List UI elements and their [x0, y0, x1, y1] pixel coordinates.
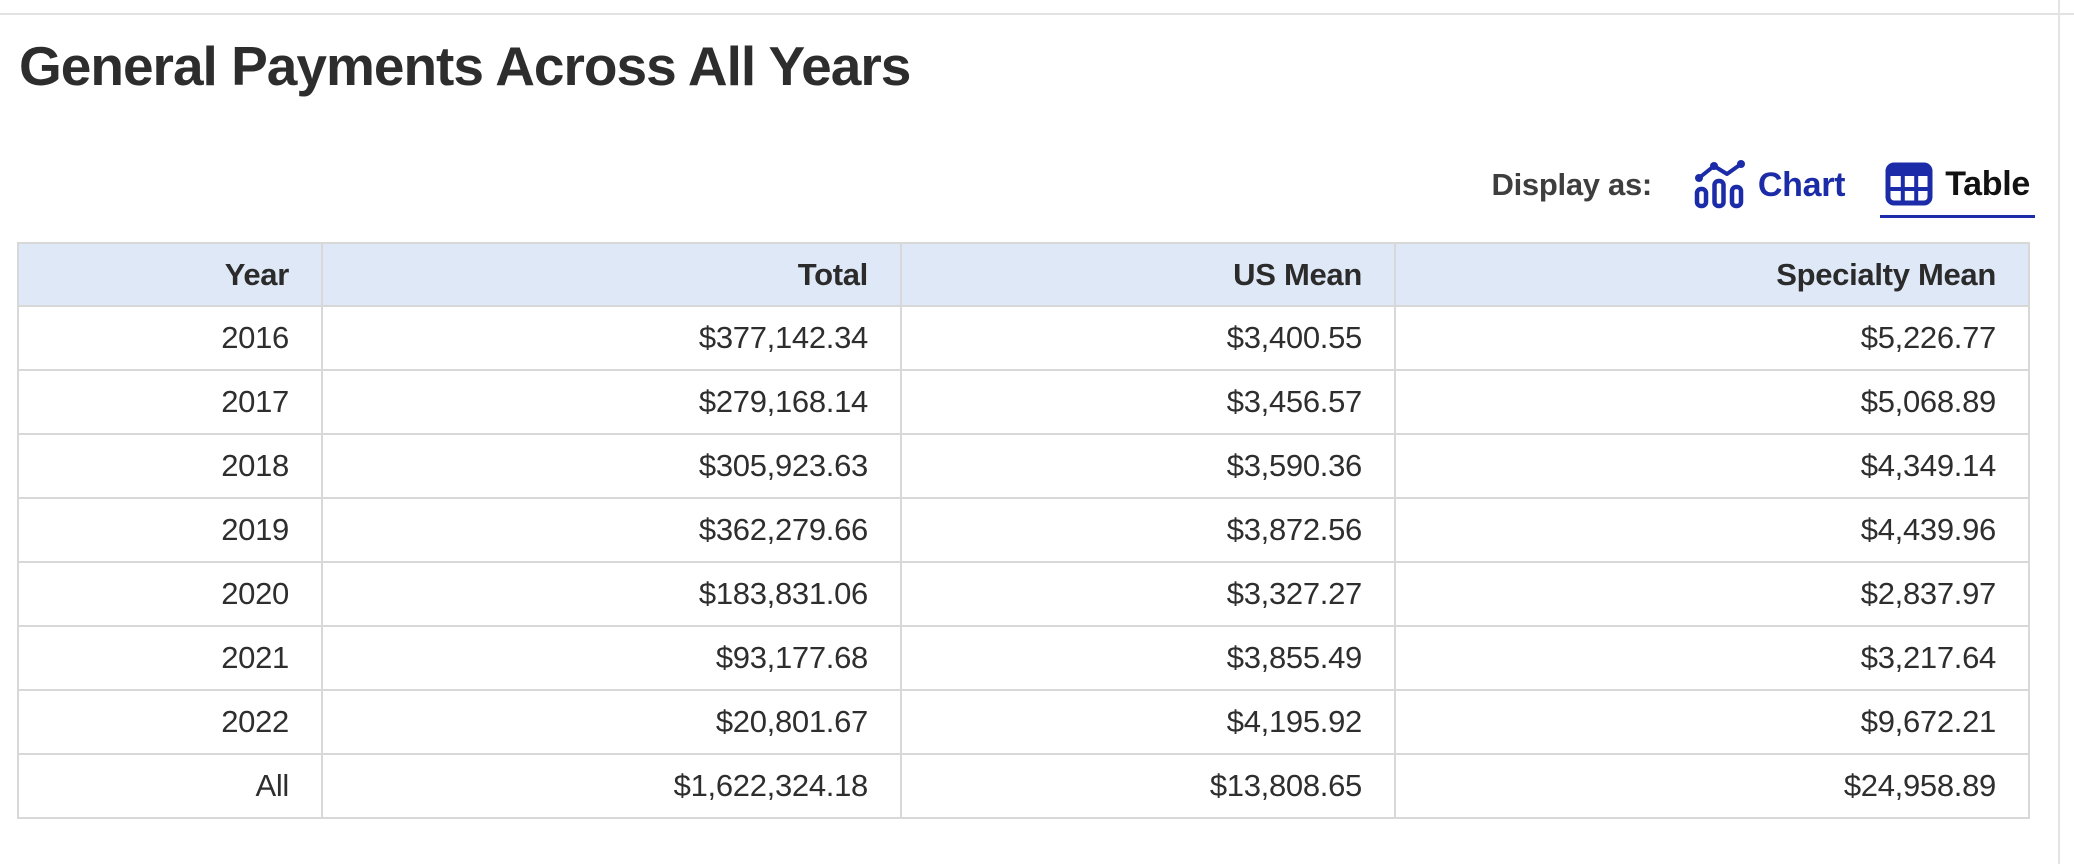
specialty-mean-cell: $5,226.77 [1394, 305, 2030, 371]
column-header-us-mean: US Mean [900, 242, 1396, 307]
specialty-mean-cell: $2,837.97 [1394, 561, 2030, 627]
chart-toggle[interactable]: Chart [1692, 160, 1846, 210]
display-as-label: Display as: [1491, 167, 1653, 202]
year-cell: 2021 [17, 625, 323, 691]
specialty-mean-cell: $5,068.89 [1394, 369, 2030, 435]
table-row: 2016 $377,142.34 $3,400.55 $5,226.77 [17, 305, 2030, 371]
table-row: 2018 $305,923.63 $3,590.36 $4,349.14 [17, 433, 2030, 499]
specialty-mean-cell: $3,217.64 [1394, 625, 2030, 691]
us-mean-cell: $13,808.65 [900, 753, 1396, 819]
us-mean-cell: $3,855.49 [900, 625, 1396, 691]
us-mean-cell: $3,400.55 [900, 305, 1396, 371]
year-cell: 2019 [17, 497, 323, 563]
column-header-specialty-mean: Specialty Mean [1394, 242, 2030, 307]
display-toggle-group: Display as: Chart [1491, 155, 2035, 218]
us-mean-cell: $3,456.57 [900, 369, 1396, 435]
total-cell: $377,142.34 [321, 305, 902, 371]
right-divider [2058, 0, 2060, 864]
column-header-year: Year [17, 242, 323, 307]
total-cell: $93,177.68 [321, 625, 902, 691]
page-title: General Payments Across All Years [19, 35, 911, 97]
total-cell: $1,622,324.18 [321, 753, 902, 819]
us-mean-cell: $3,327.27 [900, 561, 1396, 627]
specialty-mean-cell: $24,958.89 [1394, 753, 2030, 819]
year-cell: 2018 [17, 433, 323, 499]
table-row-all-years: All $1,622,324.18 $13,808.65 $24,958.89 [17, 753, 2030, 819]
us-mean-cell: $3,590.36 [900, 433, 1396, 499]
table-row: 2021 $93,177.68 $3,855.49 $3,217.64 [17, 625, 2030, 691]
table-row: 2020 $183,831.06 $3,327.27 $2,837.97 [17, 561, 2030, 627]
specialty-mean-cell: $4,349.14 [1394, 433, 2030, 499]
total-cell: $305,923.63 [321, 433, 902, 499]
chart-toggle-label: Chart [1757, 165, 1846, 204]
total-cell: $362,279.66 [321, 497, 902, 563]
year-cell: 2017 [17, 369, 323, 435]
table-row: 2022 $20,801.67 $4,195.92 $9,672.21 [17, 689, 2030, 755]
specialty-mean-cell: $9,672.21 [1394, 689, 2030, 755]
top-divider [0, 13, 2074, 15]
table-grid-icon [1885, 162, 1933, 206]
us-mean-cell: $3,872.56 [900, 497, 1396, 563]
table-header-row: Year Total US Mean Specialty Mean [17, 242, 2030, 307]
year-cell: 2020 [17, 561, 323, 627]
table-row: 2017 $279,168.14 $3,456.57 $5,068.89 [17, 369, 2030, 435]
total-cell: $20,801.67 [321, 689, 902, 755]
total-cell: $183,831.06 [321, 561, 902, 627]
payments-table: Year Total US Mean Specialty Mean 2016 $… [17, 242, 2030, 819]
year-cell: All [17, 753, 323, 819]
us-mean-cell: $4,195.92 [900, 689, 1396, 755]
specialty-mean-cell: $4,439.96 [1394, 497, 2030, 563]
table-row: 2019 $362,279.66 $3,872.56 $4,439.96 [17, 497, 2030, 563]
table-toggle[interactable]: Table [1880, 162, 2035, 218]
bar-line-chart-icon [1692, 160, 1746, 210]
column-header-total: Total [321, 242, 902, 307]
table-toggle-label: Table [1945, 164, 2030, 203]
year-cell: 2016 [17, 305, 323, 371]
year-cell: 2022 [17, 689, 323, 755]
total-cell: $279,168.14 [321, 369, 902, 435]
